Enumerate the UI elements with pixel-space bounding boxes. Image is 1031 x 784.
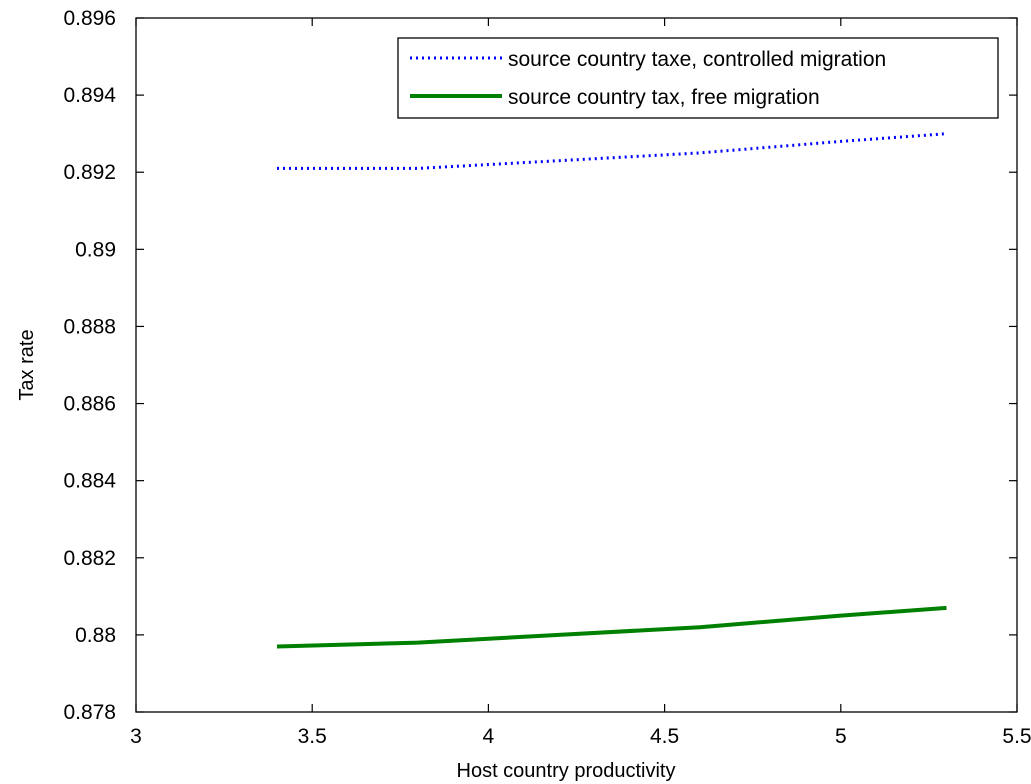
x-tick-label: 5 [835,725,847,748]
x-tick-label: 4.5 [650,725,679,748]
y-tick-label: 0.892 [63,161,116,184]
x-tick-label: 3.5 [298,725,327,748]
y-axis-label: Tax rate [16,329,38,400]
y-tick-label: 0.878 [63,701,116,724]
legend-label-free-migration: source country tax, free migration [508,86,820,109]
y-tick-label: 0.886 [63,393,116,416]
y-tick-label: 0.896 [63,7,116,30]
y-tick-label: 0.884 [63,470,116,493]
legend-label-controlled-migration: source country taxe, controlled migratio… [508,48,886,71]
series-layer [276,132,947,649]
y-axis: 0.878 0.88 0.882 0.884 0.886 0.888 0.89 0.892 0.… [63,7,1017,724]
legend: source country taxe, controlled migratio… [397,37,999,119]
x-axis-label: Host country productivity [457,760,676,782]
series-line-free-migration [276,605,947,649]
x-axis: 3 3.5 4 4.5 5 5.5 [130,18,1031,748]
series-line-controlled-migration [277,132,947,170]
x-tick-label: 3 [130,725,142,748]
y-tick-label: 0.88 [75,624,116,647]
x-tick-label: 4 [483,725,495,748]
plot-area [135,17,1018,713]
y-tick-label: 0.888 [63,315,116,338]
y-tick-label: 0.882 [63,547,116,570]
y-tick-label: 0.894 [63,84,116,107]
y-tick-label: 0.89 [75,238,116,261]
legend-box [397,37,999,119]
x-tick-label: 5.5 [1002,725,1031,748]
